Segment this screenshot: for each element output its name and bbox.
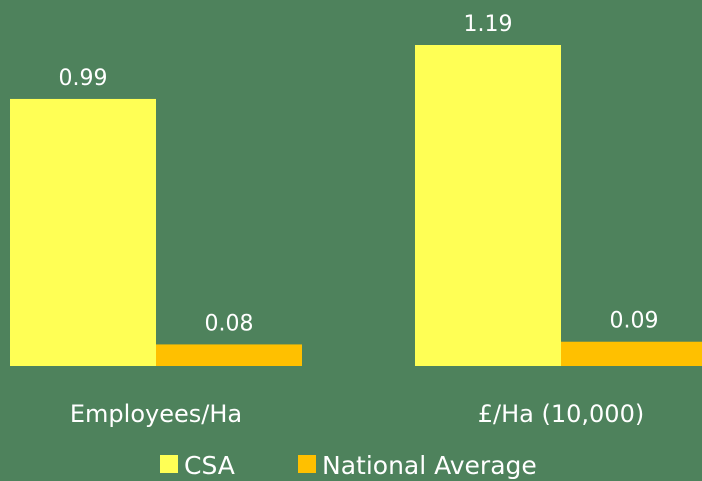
legend: CSA National Average [160,451,537,480]
legend-swatch-1 [298,455,316,473]
bar-0-0 [10,98,156,366]
legend-label-1: National Average [322,451,537,480]
data-label-1-0: 1.19 [464,12,513,37]
legend-swatch-0 [160,455,178,473]
legend-label-0: CSA [184,451,235,480]
category-label-1: £/Ha (10,000) [478,400,644,428]
bar-1-0 [415,45,561,366]
category-label-0: Employees/Ha [70,400,242,428]
data-label-0-0: 0.99 [59,66,108,91]
data-label-0-1: 0.08 [205,311,254,336]
data-label-1-1: 0.09 [610,309,659,334]
plot-area: 0.99 0.08 Employees/Ha 1.19 0.09 £/Ha (10,000… [10,12,702,428]
bar-0-1 [156,344,302,366]
bar-1-1 [561,341,702,366]
